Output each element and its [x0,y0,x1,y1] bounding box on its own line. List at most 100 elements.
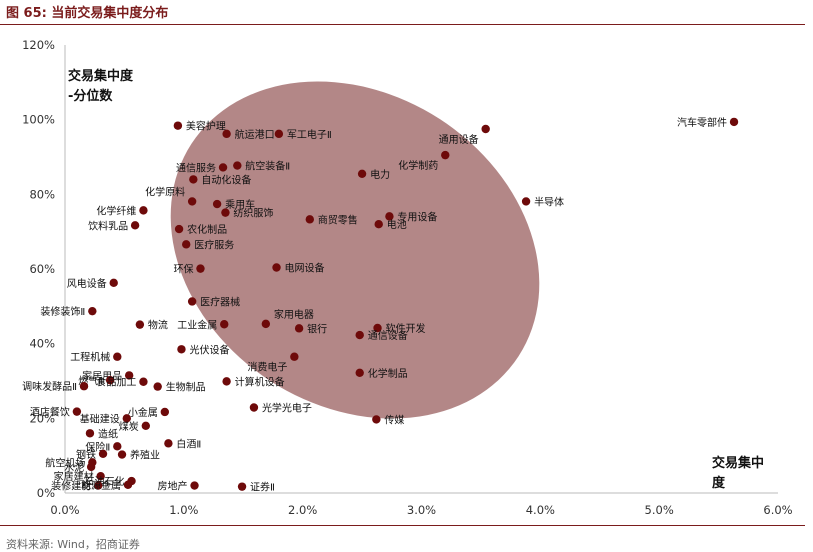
source-note: 资料来源: Wind，招商证券 [6,538,140,551]
data-point: 化学纤维 [96,204,148,217]
point-marker [153,382,162,391]
y-tick-label: 80% [29,187,55,201]
point-marker [249,403,259,412]
point-label: 能源金属 [81,479,121,492]
point-marker [373,323,382,333]
y-tick-label: 100% [22,113,55,127]
point-marker [85,429,95,438]
point-label: 水泥 [64,461,84,474]
data-point: 通信服务 [176,161,228,174]
point-label: 汽车零部件 [677,116,727,129]
point-marker [233,161,242,170]
data-point: 装修建材 [51,480,103,493]
data-point: 医疗服务 [182,238,234,251]
data-point: 纺织服饰 [221,207,273,220]
y-tick-label: 120% [22,38,55,52]
data-point: 化学制药 [398,150,450,172]
point-label: 调味发酵品Ⅱ [22,380,77,393]
point-label: 医疗服务 [194,238,234,251]
point-label: 航空机场 [45,456,85,469]
point-marker [122,414,131,423]
point-label: 消费电子 [247,361,287,374]
point-label: 酒店餐饮 [30,406,70,419]
point-label: 化学制品 [368,367,408,380]
y-axis-title-line1: 交易集中度 [68,68,134,84]
point-label: 饮料乳品 [88,219,128,232]
data-point: 房地产 [158,480,199,493]
point-label: 物流 [148,319,168,332]
point-label: 基础建设 [80,412,120,425]
point-label: 纺织服饰 [233,207,273,220]
point-label: 通用设备 [439,133,479,146]
point-marker [222,129,231,139]
point-label: 软件开发 [386,322,426,335]
point-marker [117,450,127,459]
data-point: 军工电子Ⅱ [274,128,332,141]
point-label: 自动化设备 [201,173,251,186]
point-marker [481,124,490,134]
point-marker [187,297,197,306]
point-label: 电力 [370,168,390,181]
point-label: 家用电器 [274,308,314,321]
data-point: 农化制品 [174,223,227,236]
data-point: 医疗器械 [187,295,240,308]
point-label: 电网设备 [285,262,325,275]
data-point: 自动化设备 [189,173,251,186]
point-label: 风电设备 [67,277,107,290]
figure-title: 图 65: 当前交易集中度分布 [6,6,169,21]
point-label: 专用设备 [397,210,437,223]
data-point: 汽车零部件 [677,116,739,129]
point-marker [274,129,284,139]
x-tick-label: 4.0% [526,503,555,517]
data-point: 商贸零售 [305,213,358,226]
data-point: 电力 [357,168,390,181]
data-point: 家居建材 [54,470,105,483]
point-marker [135,320,145,329]
point-marker [261,319,271,329]
point-marker [164,439,173,448]
data-point: 美容护理 [173,120,226,133]
point-marker [139,377,148,386]
point-marker [174,224,184,234]
data-point: 养殖业 [117,449,160,462]
data-point: 能源金属 [81,479,133,492]
y-axis-title-line2: -分位数 [68,88,113,104]
point-marker [305,215,314,224]
point-marker [173,121,183,130]
highlight-ellipse [170,81,540,419]
point-marker [212,199,222,209]
x-tick-label: 2.0% [288,503,317,517]
point-label: 传媒 [384,414,404,426]
point-label: 农化制品 [187,223,227,236]
point-label: 计算机设备 [235,375,285,388]
point-marker [141,421,151,430]
point-marker [220,320,229,329]
title-rule [0,24,805,25]
point-label: 航运港口 [235,128,275,141]
data-point: 工程机械 [70,351,122,364]
data-point: 环保 [173,263,205,276]
point-marker [123,480,133,489]
point-label: 光学光电子 [262,402,312,415]
data-point: 白酒Ⅱ [164,437,201,450]
data-point: 证券Ⅱ [237,481,275,494]
point-label: 食品加工 [96,376,136,389]
point-marker [88,306,97,316]
point-label: 养殖业 [130,449,160,462]
y-tick-label: 60% [29,262,55,276]
source-rule [0,525,805,526]
data-point: 航运港口 [222,128,275,141]
x-tick-label: 5.0% [645,503,674,517]
data-point: 风电设备 [67,277,118,290]
point-label: 医疗器械 [200,295,240,308]
point-marker [374,220,383,229]
point-label: 生物制品 [166,381,206,394]
point-label: 白酒Ⅱ [176,437,201,450]
y-tick-label: 40% [29,337,55,351]
point-marker [272,263,281,272]
point-marker [177,345,186,354]
point-label: 化学原料 [145,185,185,198]
data-point: 航空装备Ⅱ [233,160,290,173]
point-marker [98,449,108,458]
data-point: 乘用车 [212,198,255,211]
